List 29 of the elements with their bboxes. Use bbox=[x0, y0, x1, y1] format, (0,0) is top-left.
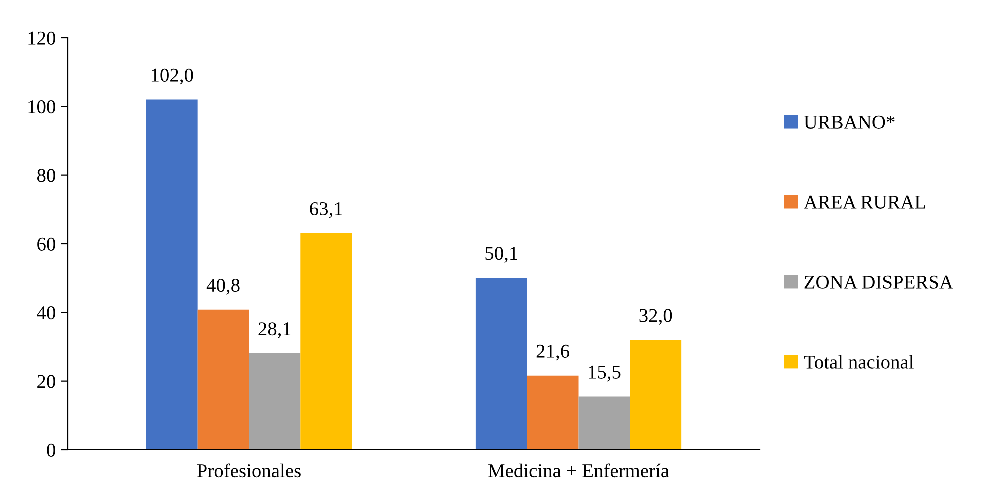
data-label: 28,1 bbox=[258, 322, 291, 338]
data-label: 15,5 bbox=[589, 366, 621, 382]
data-label: 21,6 bbox=[536, 344, 570, 361]
data-label: 40,8 bbox=[206, 278, 240, 295]
y-tick-label: 80 bbox=[37, 169, 56, 182]
data-label: 50,1 bbox=[486, 247, 518, 263]
bar bbox=[146, 100, 198, 450]
data-label: 63,1 bbox=[310, 202, 342, 218]
y-tick-label: 120 bbox=[28, 32, 56, 45]
y-tick-label: 100 bbox=[28, 100, 56, 114]
data-label: 102,0 bbox=[152, 68, 194, 85]
legend-label: URBANO* bbox=[804, 116, 895, 129]
y-tick-label: 60 bbox=[38, 238, 56, 251]
bar bbox=[630, 340, 682, 450]
y-tick-label: 20 bbox=[38, 375, 56, 388]
y-tick-label: 0 bbox=[47, 444, 56, 457]
bar bbox=[527, 376, 579, 450]
bar bbox=[476, 278, 528, 450]
x-tick-label: Medicina + Enfermería bbox=[488, 464, 670, 478]
y-tick-label: 40 bbox=[37, 306, 56, 320]
legend-label: AREA RURAL bbox=[804, 196, 926, 209]
data-label: 32,0 bbox=[640, 309, 672, 326]
bar bbox=[300, 233, 352, 450]
bar bbox=[249, 354, 301, 450]
x-tick-label: Profesionales bbox=[197, 464, 301, 478]
bar bbox=[578, 396, 630, 450]
bar bbox=[198, 310, 250, 450]
legend-label: Total nacional bbox=[804, 355, 914, 369]
legend-label: ZONA DISPERSA bbox=[804, 276, 954, 289]
